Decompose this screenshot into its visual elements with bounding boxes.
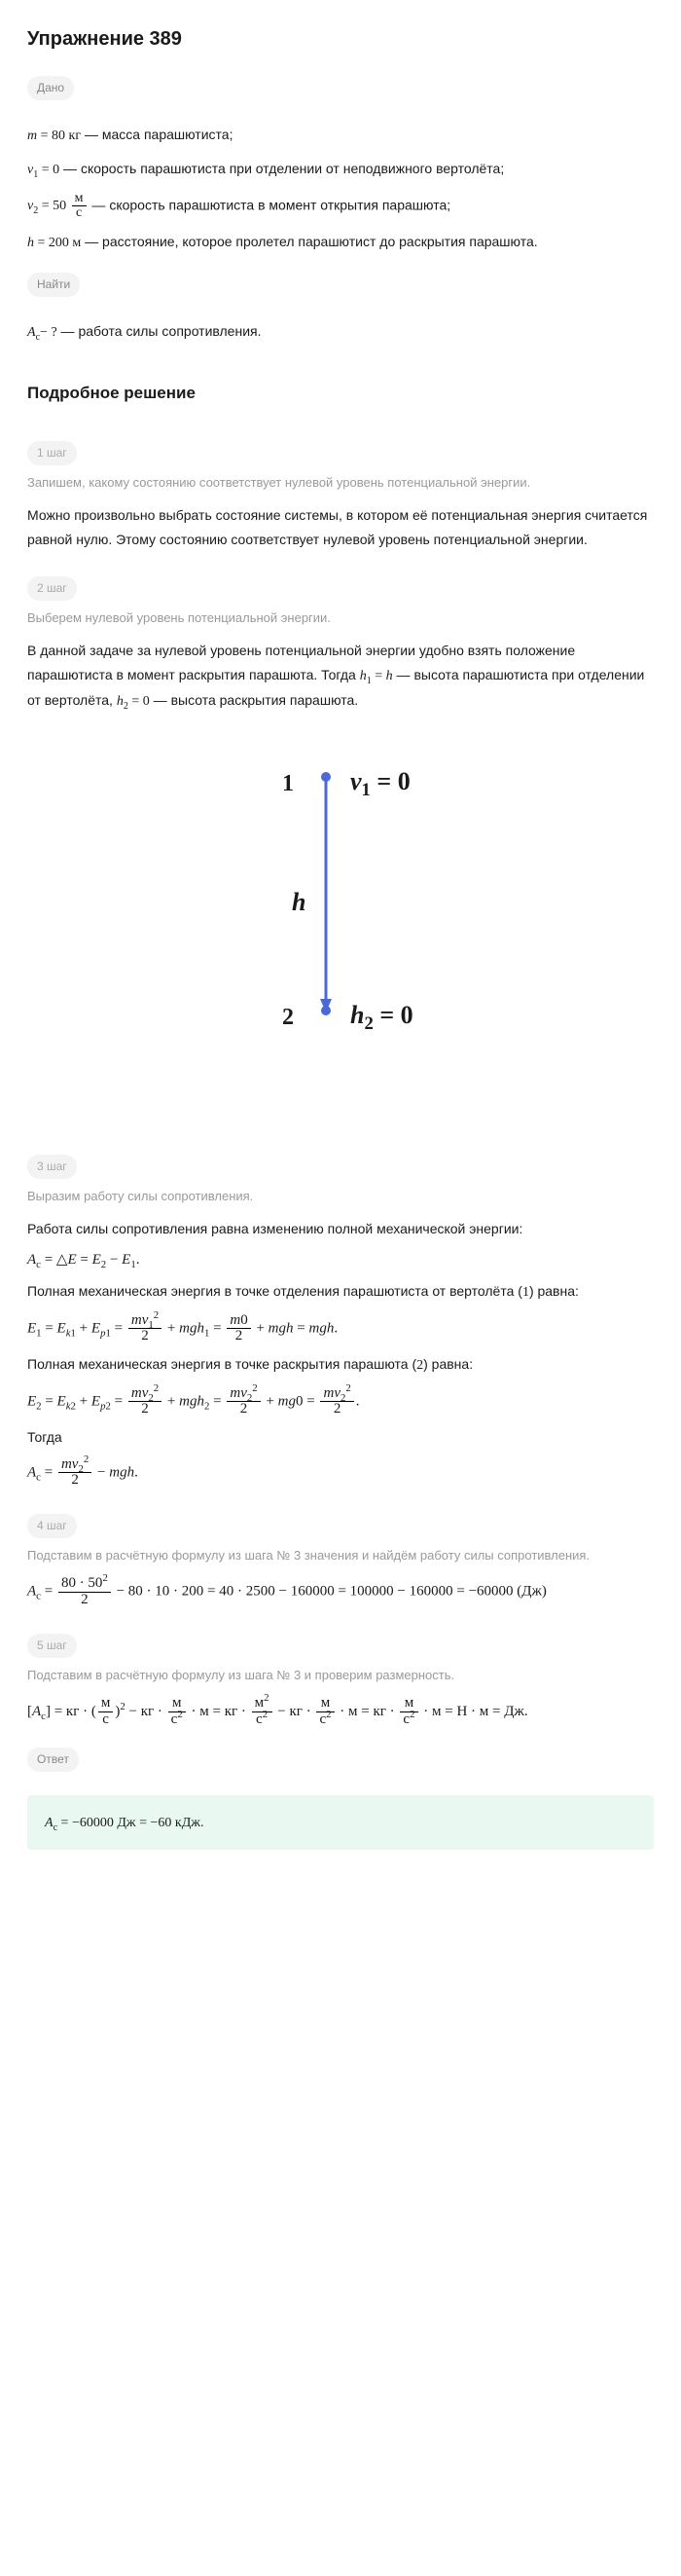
step-tag-5: 5 шаг [27, 1634, 77, 1658]
step-tag-4: 4 шаг [27, 1514, 77, 1538]
eq-dim: [Aс] = кг · (мс)2 − кг · мс2 · м = кг · … [27, 1696, 654, 1728]
s3-line2: Полная механическая энергия в точке отде… [27, 1279, 654, 1306]
given-tag: Дано [27, 76, 74, 100]
step-desc-1: Запишем, какому состоянию соответствует … [27, 473, 654, 494]
eq-Ac-expr: Aс = mv222 − mgh. [27, 1457, 654, 1490]
answer-box: Aс = −60000 Дж = −60 кДж. [27, 1795, 654, 1850]
eq-Ac-deltaE: Aс = △E = E2 − E1. [27, 1248, 654, 1271]
diagram-label-1: 1 [282, 765, 294, 802]
s3-line4: Тогда [27, 1425, 654, 1450]
given-mass: m = 80 кг — масса парашютиста; [27, 124, 654, 148]
diagram-h: h [292, 882, 305, 923]
diagram-svg [170, 757, 511, 1069]
find-tag: Найти [27, 273, 80, 297]
step-desc-5: Подставим в расчётную формулу из шага № … [27, 1666, 654, 1686]
step-tag-3: 3 шаг [27, 1155, 77, 1179]
given-v2: v2 = 50 мс — скорость парашютиста в моме… [27, 192, 654, 221]
answer-value: Aс = −60000 Дж = −60 кДж. [45, 1816, 203, 1830]
eq-E1: E1 = Ek1 + Ep1 = mv122 + mgh1 = m02 + mg… [27, 1313, 654, 1345]
eq-calc: Aс = 80 · 5022 − 80 · 10 · 200 = 40 · 25… [27, 1576, 654, 1608]
diagram-v1: v1 = 0 [350, 761, 411, 802]
eq-E2: E2 = Ek2 + Ep2 = mv222 + mgh2 = mv222 + … [27, 1386, 654, 1418]
given-h: h = 200 м — расстояние, которое пролетел… [27, 231, 654, 255]
diagram: 1 v1 = 0 h 2 h2 = 0 [170, 757, 511, 1069]
exercise-title: Упражнение 389 [27, 23, 654, 55]
step-text-2: В данной задаче за нулевой уровень потен… [27, 639, 654, 715]
find-line: Aс− ? — работа силы сопротивления. [27, 320, 654, 345]
diagram-h2: h2 = 0 [350, 995, 413, 1036]
diagram-label-2: 2 [282, 999, 294, 1036]
given-v1: v1 = 0 — скорость парашютиста при отделе… [27, 158, 654, 182]
s3-line3: Полная механическая энергия в точке раск… [27, 1352, 654, 1379]
solution-title: Подробное решение [27, 380, 654, 406]
step-desc-4: Подставим в расчётную формулу из шага № … [27, 1546, 654, 1566]
step-text-1: Можно произвольно выбрать состояние сист… [27, 503, 654, 551]
step-tag-2: 2 шаг [27, 576, 77, 601]
s3-line1: Работа силы сопротивления равна изменени… [27, 1217, 654, 1241]
step-desc-3: Выразим работу силы сопротивления. [27, 1187, 654, 1207]
step-tag-1: 1 шаг [27, 441, 77, 465]
answer-tag: Ответ [27, 1748, 79, 1772]
step-desc-2: Выберем нулевой уровень потенциальной эн… [27, 608, 654, 629]
